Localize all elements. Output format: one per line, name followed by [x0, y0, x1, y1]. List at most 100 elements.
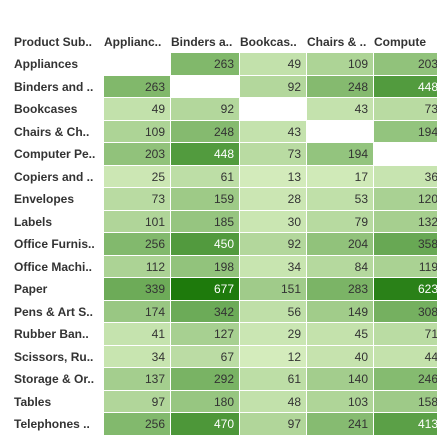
cell-value-label: 67: [220, 349, 234, 364]
heatmap-cell: [104, 210, 171, 233]
cell-value-label: 358: [417, 237, 437, 251]
heatmap-cell: [374, 210, 437, 233]
heatmap-cell: [104, 98, 171, 121]
cell-value-label: 71: [424, 327, 437, 341]
cell-value-label: 342: [213, 304, 234, 319]
heatmap-cell: [240, 165, 307, 188]
cell-value-label: 623: [417, 282, 437, 296]
heatmap-cell: [374, 255, 437, 278]
cell-value-label: 203: [417, 57, 437, 71]
row-label: Tables: [14, 394, 52, 409]
heatmap-cell: [240, 368, 307, 391]
heatmap-cell: [171, 53, 240, 76]
heatmap-cell: [104, 53, 171, 76]
cell-value-label: 263: [213, 57, 234, 71]
heatmap-cell: [307, 98, 374, 121]
heatmap-cell: [307, 255, 374, 278]
cell-value-label: 256: [144, 417, 165, 431]
cell-value-label: 73: [287, 147, 301, 161]
cell-value-label: 49: [151, 102, 165, 116]
cell-value-label: 92: [287, 79, 301, 94]
cell-value-label: 61: [220, 169, 234, 184]
cell-value-label: 127: [213, 327, 234, 341]
column-header: Chairs & ..: [307, 35, 367, 49]
cell-value-label: 73: [151, 192, 165, 206]
row-label: Chairs & Ch..: [14, 124, 90, 139]
heatmap-cell: [307, 390, 374, 413]
heatmap-cell: [104, 345, 171, 368]
heatmap-cell: [240, 390, 307, 413]
heatmap-cell: [240, 233, 307, 256]
row-label: Rubber Ban..: [14, 327, 89, 341]
heatmap-cell: [240, 345, 307, 368]
cell-value-label: 92: [220, 102, 234, 116]
heatmap-cell: [240, 300, 307, 323]
heatmap-cell: [104, 143, 171, 166]
cell-value-label: 292: [213, 372, 234, 386]
heatmap-cell: [307, 368, 374, 391]
cell-value-label: 109: [144, 124, 165, 139]
heatmap-cell: [240, 75, 307, 98]
heatmap-cell: [307, 120, 374, 143]
heatmap-cell: [240, 323, 307, 346]
cell-value-label: 413: [417, 417, 437, 431]
heatmap-cell: [104, 255, 171, 278]
row-label: Telephones ..: [14, 417, 90, 431]
heatmap-cell: [374, 323, 437, 346]
heatmap-cell: [104, 278, 171, 301]
cell-value-label: 29: [287, 327, 301, 341]
cell-value-label: 49: [287, 57, 301, 71]
heatmap-cell: [374, 188, 437, 211]
cell-value-label: 470: [213, 417, 234, 431]
cell-value-label: 43: [354, 102, 368, 116]
heatmap-cell: [307, 188, 374, 211]
cell-value-label: 241: [347, 417, 368, 431]
cell-value-label: 263: [144, 79, 165, 94]
heatmap-cell: [307, 233, 374, 256]
heatmap-cell: [307, 323, 374, 346]
cell-value-label: 103: [347, 394, 368, 409]
heatmap-cell: [374, 413, 437, 436]
cell-value-label: 248: [347, 79, 368, 94]
column-header: Compute: [374, 35, 426, 49]
cell-value-label: 61: [287, 372, 301, 386]
heatmap-cell: [104, 75, 171, 98]
heatmap-cell: [307, 143, 374, 166]
cell-value-label: 283: [347, 282, 368, 296]
cell-value-label: 109: [347, 57, 368, 71]
row-label: Copiers and ..: [14, 169, 94, 184]
column-header: Applianc..: [104, 35, 162, 49]
heatmap-cell: [307, 413, 374, 436]
cell-value-label: 158: [417, 394, 437, 409]
cell-value-label: 256: [144, 237, 165, 251]
cell-value-label: 12: [287, 349, 301, 364]
cell-value-label: 194: [417, 124, 437, 139]
heatmap-cell: [307, 210, 374, 233]
cell-value-label: 246: [417, 372, 437, 386]
cell-value-label: 17: [354, 169, 368, 184]
row-label: Storage & Or..: [14, 372, 95, 386]
cell-value-label: 56: [287, 304, 301, 319]
cell-value-label: 137: [144, 372, 165, 386]
heatmap-cell: [171, 368, 240, 391]
cell-value-label: 450: [213, 237, 234, 251]
heatmap-cell: [307, 53, 374, 76]
heatmap-cell: [104, 300, 171, 323]
heatmap-cell: [171, 323, 240, 346]
cell-value-label: 34: [287, 259, 301, 274]
heatmap-cell: [171, 345, 240, 368]
heatmap-cell: [171, 390, 240, 413]
heatmap-cell: [104, 233, 171, 256]
heatmap-cell: [374, 390, 437, 413]
row-label: Computer Pe..: [14, 147, 96, 161]
cell-value-label: 112: [145, 259, 165, 274]
heatmap-cell: [171, 300, 240, 323]
heatmap-cell: [104, 390, 171, 413]
cell-value-label: 194: [347, 147, 368, 161]
cell-value-label: 159: [213, 192, 234, 206]
cell-value-label: 448: [213, 147, 234, 161]
heatmap-cell: [171, 75, 240, 98]
cell-value-label: 34: [151, 349, 165, 364]
cell-value-label: 248: [213, 124, 234, 139]
